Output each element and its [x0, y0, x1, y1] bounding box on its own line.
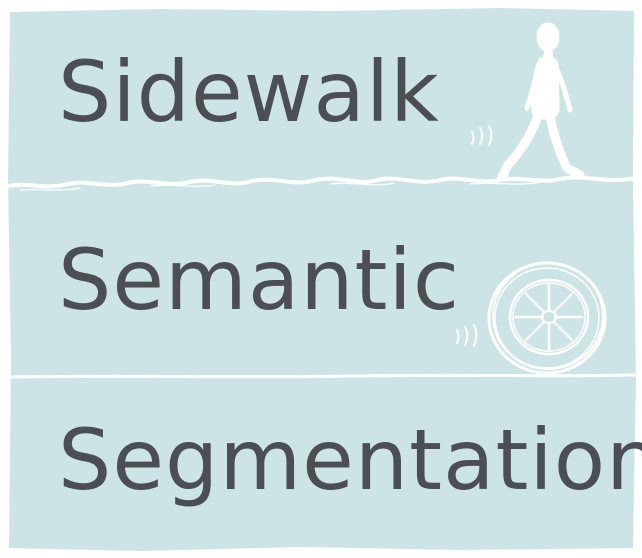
motion-marks-walker — [471, 125, 493, 146]
top-divider-texture — [19, 181, 541, 191]
motion-marks-wheel — [456, 324, 478, 347]
title-word-sidewalk: Sidewalk — [58, 43, 440, 141]
panel-background — [8, 8, 636, 551]
title-word-semantic: Semantic — [58, 231, 460, 329]
title-word-segmentation: Segmentation — [58, 411, 642, 509]
top-divider — [6, 175, 638, 189]
bottom-divider — [7, 373, 637, 379]
walking-person-icon — [497, 22, 585, 182]
rolling-wheel-icon — [487, 261, 607, 375]
